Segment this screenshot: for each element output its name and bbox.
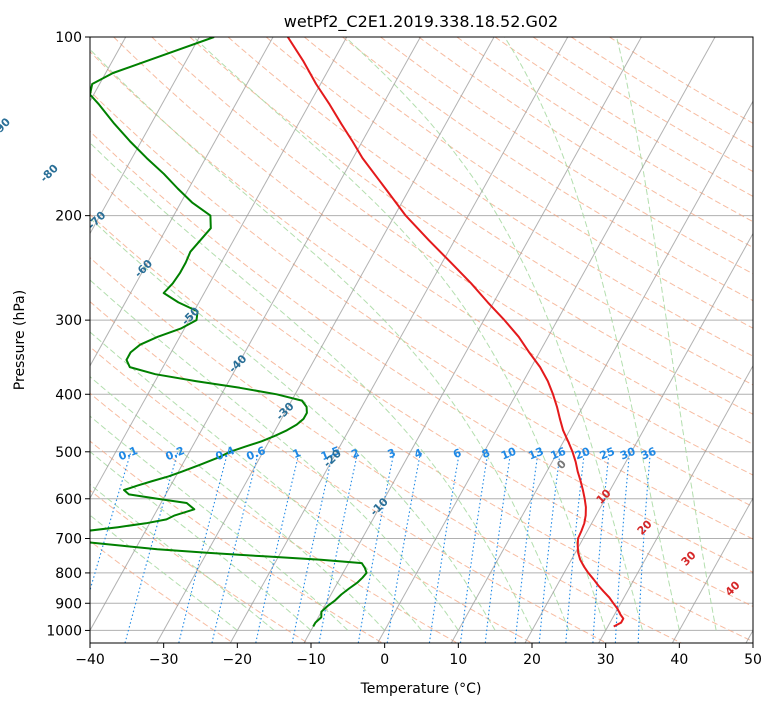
mixing-ratio-line xyxy=(255,451,300,643)
mixing-ratio-line xyxy=(484,451,512,643)
plot-background xyxy=(90,37,753,643)
moist-adiabat xyxy=(90,514,238,631)
x-tick-label: 40 xyxy=(670,652,688,668)
y-tick-label: 400 xyxy=(55,387,82,403)
mixing-ratio-label: 2 xyxy=(349,446,361,461)
mixing-ratio-label: 10 xyxy=(499,445,518,463)
mixing-ratio-label: 20 xyxy=(573,445,592,463)
x-tick-label: 0 xyxy=(380,652,389,668)
dry-adiabat xyxy=(342,37,753,302)
isotherm xyxy=(598,364,753,643)
mixing-ratio-line xyxy=(124,451,179,643)
x-tick-label: −40 xyxy=(75,652,105,668)
y-tick-label: 100 xyxy=(55,30,82,46)
y-tick-label: 300 xyxy=(55,313,82,329)
isotherm xyxy=(377,37,716,643)
moist-adiabat xyxy=(90,331,422,631)
mixing-ratio-line xyxy=(211,451,260,643)
moist-adiabat xyxy=(90,217,496,631)
dry-adiabat xyxy=(90,213,753,643)
y-tick-label: 200 xyxy=(55,209,82,225)
y-tick-label: 800 xyxy=(55,566,82,582)
mixing-ratio-line xyxy=(538,451,561,643)
x-tick-label: 10 xyxy=(449,652,467,668)
mixing-ratio-label: 3 xyxy=(386,446,398,461)
dry-adiabat xyxy=(532,37,753,173)
mixing-ratio-label: 16 xyxy=(549,445,568,463)
dry-adiabat xyxy=(151,37,753,445)
x-tick-label: −20 xyxy=(223,652,253,668)
dewpoint-profile xyxy=(90,37,368,627)
mixing-ratio-line xyxy=(291,451,334,643)
mixing-ratio-label: 8 xyxy=(480,446,492,461)
moist-adiabat xyxy=(90,376,386,631)
moist-adiabat xyxy=(90,142,533,631)
mixing-ratio-label: 25 xyxy=(598,445,617,463)
moist-adiabat xyxy=(90,483,275,631)
isotherm xyxy=(524,232,753,643)
mixing-ratio-line xyxy=(514,451,539,643)
chart-title: wetPf2_C2E1.2019.338.18.52.G02 xyxy=(284,12,558,32)
y-tick-label: 700 xyxy=(55,532,82,548)
dry-adiabat xyxy=(456,37,753,223)
isotherm xyxy=(229,37,569,643)
x-tick-label: −10 xyxy=(296,652,326,668)
mixing-ratio-line xyxy=(565,451,585,643)
dry-adiabat xyxy=(90,130,753,573)
y-tick-label: 600 xyxy=(55,492,82,508)
isotherm xyxy=(671,497,753,643)
mixing-ratio-label: 1 xyxy=(291,446,303,461)
isotherm xyxy=(90,37,421,632)
x-tick-label: 50 xyxy=(744,652,762,668)
isotherm-label: -80 xyxy=(38,162,61,185)
isotherm-label: -90 xyxy=(0,115,13,138)
y-tick-label: 900 xyxy=(55,596,82,612)
moist-adiabat xyxy=(193,37,607,631)
mixing-ratio-label: 30 xyxy=(618,445,637,463)
x-tick-label: −30 xyxy=(149,652,179,668)
mixing-ratio-line xyxy=(90,451,132,593)
moist-adiabat xyxy=(504,37,680,631)
dry-adiabat xyxy=(90,171,753,608)
y-tick-label: 500 xyxy=(55,445,82,461)
mixing-ratio-label: 36 xyxy=(639,445,658,463)
isotherm xyxy=(90,37,348,500)
dry-adiabat xyxy=(90,346,533,643)
moist-adiabat xyxy=(616,37,717,631)
dry-adiabat xyxy=(380,37,753,275)
x-tick-label: 20 xyxy=(523,652,541,668)
x-axis: −40 −30 −20 −10 0 10 20 30 40 50 xyxy=(75,643,762,668)
plot-frame xyxy=(89,36,754,644)
dry-adiabat xyxy=(90,300,607,643)
isotherm xyxy=(156,37,495,643)
x-axis-title: Temperature (°C) xyxy=(360,681,482,697)
isotherm xyxy=(90,37,274,367)
dry-adiabat xyxy=(570,37,753,148)
dry-adiabat xyxy=(227,37,753,386)
mixing-ratio-line xyxy=(592,451,610,643)
mixing-ratio-label: 13 xyxy=(526,445,545,463)
mixing-ratio-line xyxy=(178,451,229,643)
y-tick-label: 1000 xyxy=(46,623,82,639)
isotherm xyxy=(303,37,642,643)
dry-adiabat xyxy=(90,257,682,643)
dry-adiabat xyxy=(265,37,753,357)
y-axis-title: Pressure (hPa) xyxy=(12,290,28,390)
background-lines xyxy=(90,37,753,643)
isotherm xyxy=(90,37,200,235)
moist-adiabat xyxy=(90,450,312,631)
mixing-ratio-line xyxy=(459,451,489,643)
dry-adiabat xyxy=(113,37,753,476)
dry-adiabat xyxy=(189,37,753,415)
mixing-ratio-line xyxy=(637,451,651,643)
mixing-ratio-line xyxy=(614,451,631,643)
temperature-profile xyxy=(286,37,625,628)
y-axis: 100 200 300 400 500 600 700 800 900 1000 xyxy=(46,30,90,639)
moist-adiabat xyxy=(90,48,570,631)
x-tick-label: 30 xyxy=(597,652,615,668)
isotherm xyxy=(450,100,753,643)
profile-lines xyxy=(90,37,625,628)
